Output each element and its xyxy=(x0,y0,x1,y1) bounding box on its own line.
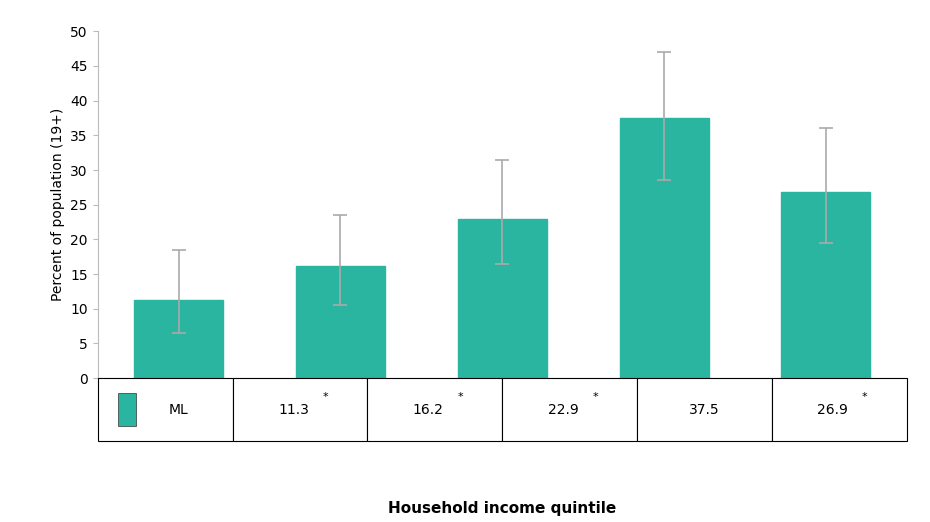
Text: *: * xyxy=(862,392,868,402)
Text: 37.5: 37.5 xyxy=(689,402,720,417)
Bar xyxy=(637,378,772,441)
Bar xyxy=(772,378,907,441)
Bar xyxy=(98,378,232,441)
Bar xyxy=(502,378,637,441)
Text: *: * xyxy=(458,392,463,402)
Bar xyxy=(134,300,223,378)
Bar xyxy=(458,219,547,378)
Bar xyxy=(118,393,136,426)
Text: 22.9: 22.9 xyxy=(548,402,578,417)
Bar xyxy=(367,378,502,441)
Bar xyxy=(296,266,385,378)
Bar xyxy=(781,192,870,378)
Text: 26.9: 26.9 xyxy=(817,402,848,417)
Bar xyxy=(619,118,709,378)
Bar xyxy=(232,378,367,441)
Text: *: * xyxy=(323,392,328,402)
Text: 16.2: 16.2 xyxy=(413,402,444,417)
Text: *: * xyxy=(592,392,598,402)
Text: Household income quintile: Household income quintile xyxy=(388,501,617,516)
Text: 11.3: 11.3 xyxy=(278,402,309,417)
Y-axis label: Percent of population (19+): Percent of population (19+) xyxy=(51,108,65,301)
Text: ML: ML xyxy=(168,402,189,417)
